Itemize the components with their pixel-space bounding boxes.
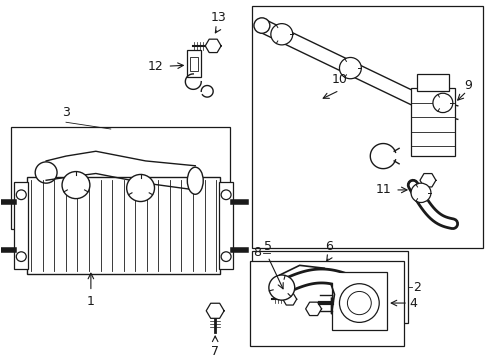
Circle shape: [35, 162, 57, 183]
Text: 4: 4: [408, 297, 416, 310]
Circle shape: [16, 252, 26, 261]
Circle shape: [268, 275, 294, 300]
Text: 5: 5: [264, 240, 271, 253]
Circle shape: [16, 190, 26, 199]
Bar: [249, 261, 403, 346]
Text: 3: 3: [62, 106, 70, 120]
Circle shape: [270, 24, 292, 45]
Text: 13: 13: [210, 11, 225, 24]
Text: 8: 8: [252, 246, 261, 259]
Circle shape: [253, 18, 269, 33]
Bar: [187, 50, 201, 77]
Bar: [410, 89, 454, 156]
Text: 12: 12: [147, 60, 163, 73]
Circle shape: [221, 190, 231, 199]
Bar: [251, 6, 482, 248]
Ellipse shape: [187, 167, 203, 194]
Circle shape: [432, 93, 452, 113]
Bar: [190, 58, 198, 71]
Text: 11: 11: [375, 184, 390, 197]
Circle shape: [339, 284, 379, 323]
Circle shape: [62, 172, 90, 199]
Text: 6: 6: [325, 240, 333, 253]
Bar: [251, 251, 407, 323]
Circle shape: [126, 175, 154, 202]
Bar: [416, 74, 448, 91]
Circle shape: [221, 252, 231, 261]
Circle shape: [339, 58, 361, 79]
Bar: [14, 182, 28, 269]
Text: 10: 10: [331, 73, 346, 86]
Circle shape: [410, 183, 430, 202]
Text: 7: 7: [211, 345, 219, 357]
Text: 2: 2: [412, 280, 420, 294]
Bar: [27, 177, 220, 274]
Circle shape: [346, 292, 370, 315]
Text: 9: 9: [464, 79, 471, 92]
Bar: [331, 272, 386, 330]
Text: 1: 1: [87, 295, 95, 308]
Bar: [219, 182, 233, 269]
Bar: [11, 127, 230, 229]
